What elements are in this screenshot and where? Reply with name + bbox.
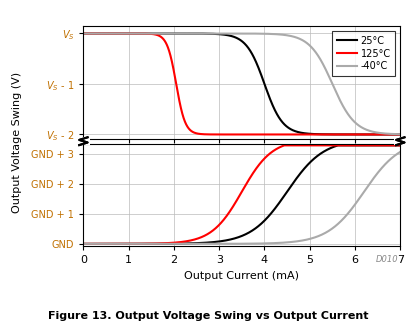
X-axis label: Output Current (mA): Output Current (mA) (184, 271, 299, 281)
-40°C (235, 31, 240, 35)
-40°C (81, 31, 86, 35)
Legend: 25°C, 125°C, -40°C: 25°C, 125°C, -40°C (332, 31, 395, 76)
Text: D010: D010 (376, 255, 398, 264)
-40°C (97, 31, 102, 35)
125°C (389, 133, 394, 136)
-40°C (330, 83, 335, 87)
125°C (330, 133, 335, 136)
-40°C (398, 132, 403, 136)
25°C (235, 36, 240, 40)
-40°C (389, 132, 394, 136)
Line: 125°C: 125°C (83, 33, 400, 134)
-40°C (226, 31, 231, 35)
-40°C (389, 132, 394, 136)
125°C (235, 133, 240, 136)
25°C (389, 133, 394, 136)
125°C (226, 133, 231, 136)
125°C (398, 133, 403, 136)
Text: Output Voltage Swing (V): Output Voltage Swing (V) (12, 72, 22, 213)
125°C (81, 31, 86, 35)
Text: Figure 13. Output Voltage Swing vs Output Current: Figure 13. Output Voltage Swing vs Outpu… (48, 311, 369, 321)
25°C (330, 133, 335, 136)
25°C (81, 31, 86, 35)
125°C (97, 31, 102, 35)
25°C (97, 31, 102, 35)
Line: -40°C: -40°C (83, 33, 400, 134)
25°C (398, 133, 403, 136)
125°C (389, 133, 394, 136)
25°C (226, 34, 231, 38)
25°C (389, 133, 394, 136)
Line: 25°C: 25°C (83, 33, 400, 134)
